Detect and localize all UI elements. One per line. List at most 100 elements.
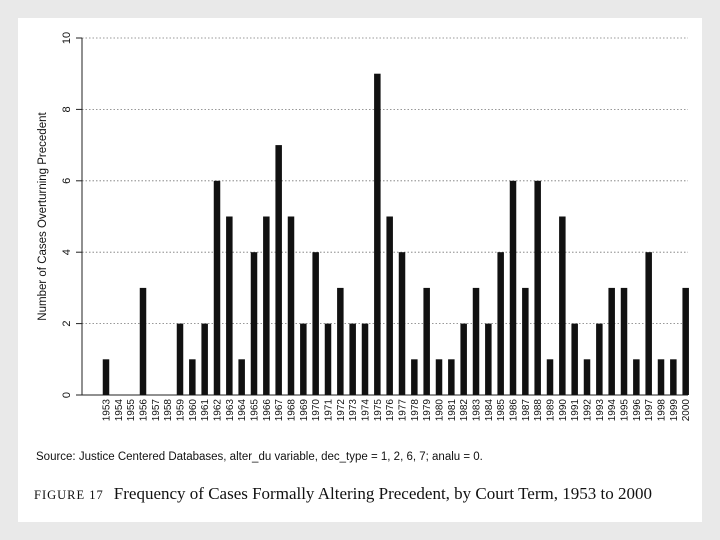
bar xyxy=(411,359,418,395)
x-tick-label: 1974 xyxy=(361,399,372,422)
bar-chart: 0 2 4 6 8 10 Number of Cases Overturning Prece… xyxy=(37,32,692,422)
x-tick-label: 1954 xyxy=(114,399,125,422)
x-tick-label: 1982 xyxy=(459,399,470,422)
bar xyxy=(337,287,344,395)
bar xyxy=(349,323,356,395)
bar xyxy=(571,323,578,395)
x-tick-label: 1972 xyxy=(336,399,347,422)
x-tick-label: 1962 xyxy=(213,399,224,422)
bar xyxy=(361,323,369,395)
bar xyxy=(472,287,480,395)
x-tick-label: 1998 xyxy=(657,399,668,422)
x-tick-label: 1989 xyxy=(546,399,557,422)
bar xyxy=(485,323,492,395)
bar xyxy=(226,216,233,395)
bar xyxy=(645,252,652,395)
x-tick-label: 1961 xyxy=(200,399,211,422)
bar xyxy=(448,359,455,395)
figure-caption: FIGURE 17 Frequency of Cases Formally Alt… xyxy=(34,484,652,504)
y-tick-label: 10 xyxy=(61,32,73,44)
x-tick-label: 1966 xyxy=(262,399,273,422)
x-tick-label: 1980 xyxy=(435,399,446,422)
y-tick-label: 0 xyxy=(61,392,73,398)
bar xyxy=(460,323,467,395)
x-tick-label: 1984 xyxy=(484,399,495,422)
y-tick-label: 8 xyxy=(61,106,73,112)
x-tick-label: 1978 xyxy=(410,399,421,422)
x-tick-label: 1953 xyxy=(102,399,113,422)
x-tick-label: 2000 xyxy=(681,399,692,422)
bar xyxy=(608,287,615,395)
bar xyxy=(275,145,282,395)
x-tick-label: 1977 xyxy=(398,399,409,422)
bar xyxy=(670,359,677,395)
bar xyxy=(287,216,295,395)
x-tick-label: 1997 xyxy=(644,399,655,422)
x-tick-label: 1996 xyxy=(632,399,643,422)
bar xyxy=(534,180,541,395)
x-tick-label: 1970 xyxy=(311,399,322,422)
x-tick-label: 1981 xyxy=(447,399,458,422)
bar xyxy=(423,287,430,395)
bar xyxy=(386,216,393,395)
bar xyxy=(522,287,529,395)
x-tick-label: 1991 xyxy=(570,399,581,422)
x-tick-label: 1969 xyxy=(299,399,310,422)
x-tick-label: 1995 xyxy=(620,399,631,422)
bar xyxy=(189,359,196,395)
x-tick-label: 1955 xyxy=(126,399,137,422)
bar xyxy=(374,73,381,395)
y-tick-label: 6 xyxy=(61,178,73,184)
y-axis-label: Number of Cases Overturning Precedent xyxy=(37,112,49,321)
source-note: Source: Justice Centered Databases, alte… xyxy=(36,451,483,463)
x-tick-label: 1959 xyxy=(176,399,187,422)
bar xyxy=(497,252,504,395)
bar xyxy=(596,323,603,395)
x-tick-label: 1992 xyxy=(583,399,594,422)
x-tick-label: 1964 xyxy=(237,399,248,422)
x-tick-label: 1957 xyxy=(151,399,162,422)
x-tick-label: 1986 xyxy=(509,399,520,422)
x-tick-label: 1973 xyxy=(348,399,359,422)
bar xyxy=(657,359,665,395)
bar xyxy=(201,323,208,395)
x-tick-label: 1968 xyxy=(287,399,298,422)
bar xyxy=(263,216,270,395)
bar xyxy=(300,323,307,395)
bar xyxy=(546,359,554,395)
x-tick-label: 1960 xyxy=(188,399,199,422)
x-tick-label: 1994 xyxy=(607,399,618,422)
y-tick-label: 4 xyxy=(61,249,73,255)
x-tick-label: 1958 xyxy=(163,399,174,422)
x-tick-label: 1971 xyxy=(324,399,335,422)
figure-label: FIGURE 17 xyxy=(34,488,104,502)
bar xyxy=(398,252,406,395)
bar xyxy=(633,359,640,395)
bar xyxy=(682,287,689,395)
y-tick-label: 2 xyxy=(61,321,73,327)
figure-panel: 0 2 4 6 8 10 Number of Cases Overturning Prece… xyxy=(18,18,702,522)
x-tick-label: 1987 xyxy=(521,399,532,422)
x-tick-label: 1988 xyxy=(533,399,544,422)
x-tick-label: 1963 xyxy=(225,399,236,422)
bar xyxy=(250,252,258,395)
bar xyxy=(213,180,221,395)
x-tick-label: 1975 xyxy=(373,399,384,422)
figure-title: Frequency of Cases Formally Altering Pre… xyxy=(113,484,652,503)
bar xyxy=(509,180,517,395)
bar xyxy=(312,252,319,395)
bar xyxy=(176,323,184,395)
x-tick-label: 1983 xyxy=(472,399,483,422)
bar xyxy=(620,287,628,395)
x-tick-label: 1979 xyxy=(422,399,433,422)
bar xyxy=(238,359,245,395)
bar xyxy=(583,359,591,395)
x-tick-label: 1985 xyxy=(496,399,507,422)
x-tick-label: 1956 xyxy=(139,399,150,422)
bar xyxy=(139,287,147,395)
x-tick-label: 1965 xyxy=(250,399,261,422)
bar xyxy=(324,323,332,395)
x-tick-label: 1967 xyxy=(274,399,285,422)
bar xyxy=(559,216,566,395)
bar xyxy=(435,359,443,395)
